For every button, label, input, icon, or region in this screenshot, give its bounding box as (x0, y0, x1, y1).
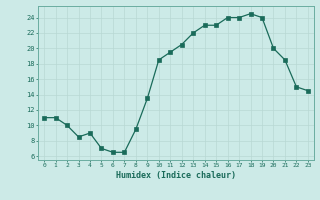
X-axis label: Humidex (Indice chaleur): Humidex (Indice chaleur) (116, 171, 236, 180)
